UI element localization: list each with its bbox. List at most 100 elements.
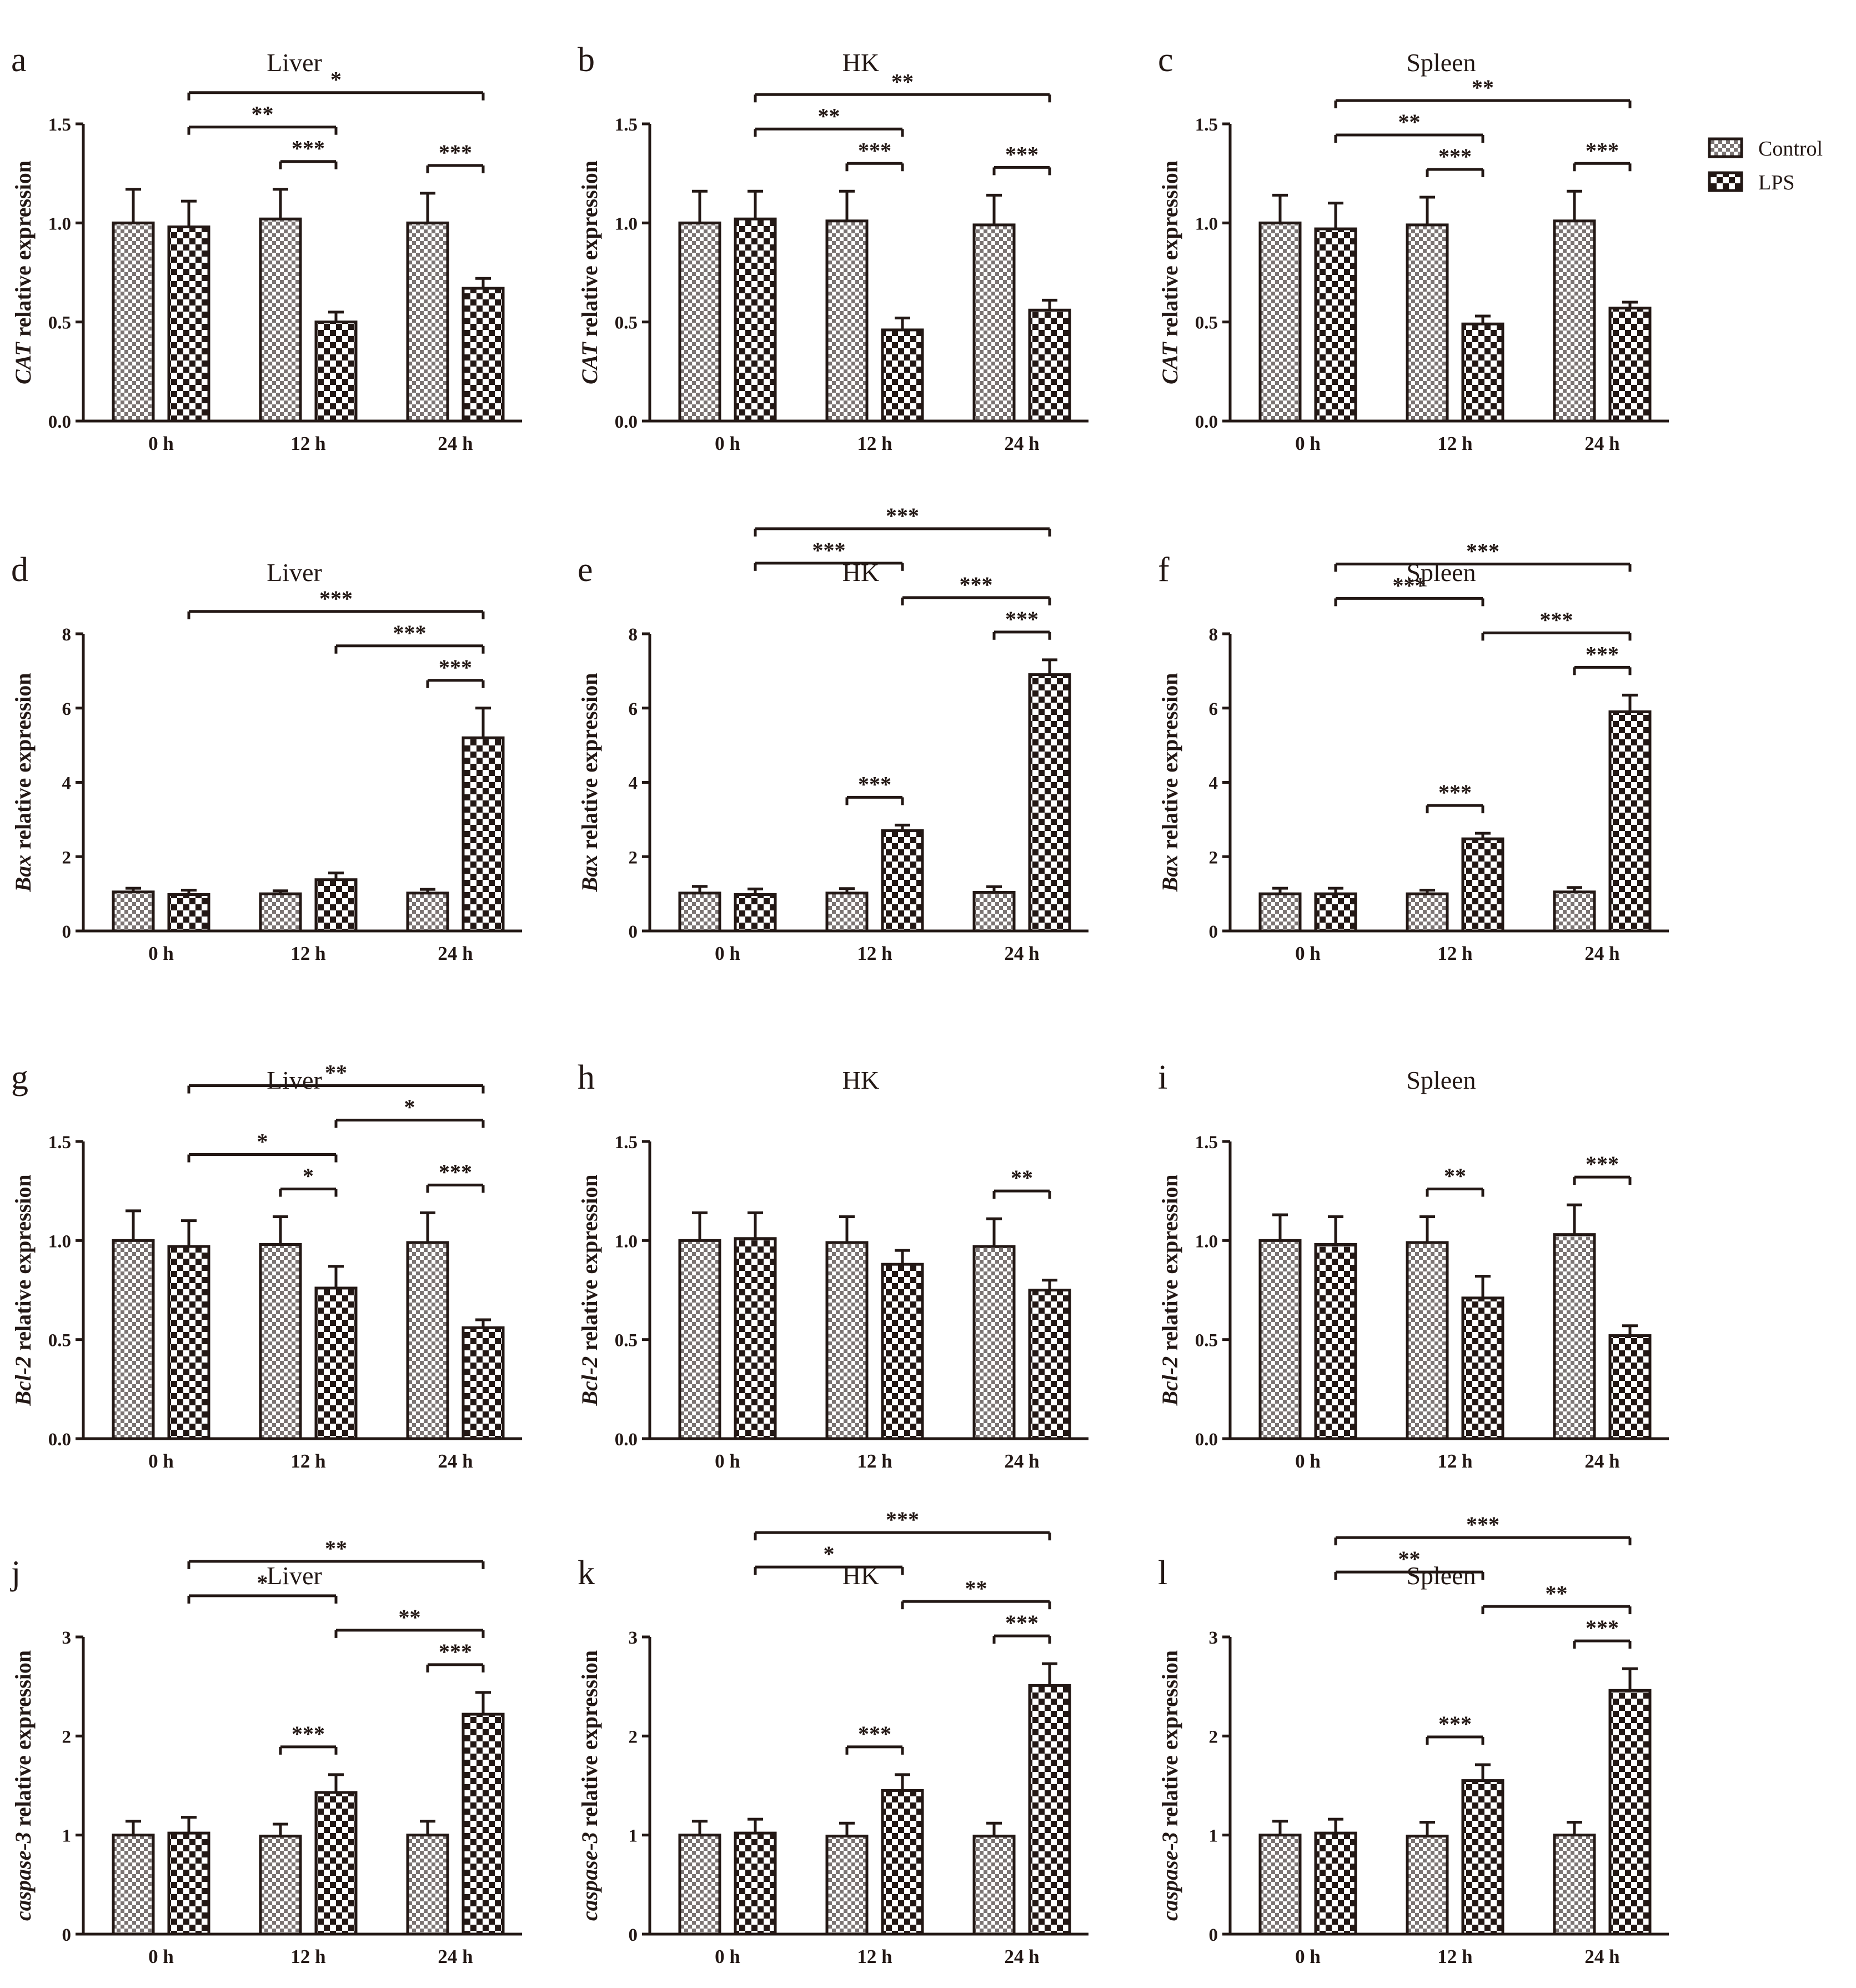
significance-label: ** — [1546, 1581, 1568, 1606]
significance-label: *** — [1393, 573, 1426, 598]
category-label: 12 h — [857, 1450, 892, 1472]
y-tick-label: 0.0 — [1195, 412, 1218, 432]
y-tick-label: 0.0 — [48, 412, 71, 432]
y-tick-label: 6 — [629, 699, 638, 719]
y-tick-label: 1.0 — [48, 1231, 71, 1251]
category-label: 24 h — [438, 943, 473, 964]
bar-control-0h — [1258, 892, 1302, 933]
category-label: 24 h — [1004, 433, 1039, 454]
significance-label: *** — [393, 620, 427, 645]
panel-h: h HK 0.0 0.5 1.0 1.5 Bcl-2 relative expression… — [577, 1059, 1088, 1472]
bar-control-0h — [678, 892, 721, 933]
bar-lps-0h — [167, 893, 210, 933]
category-label: 12 h — [857, 1946, 892, 1967]
y-tick-label: 0 — [629, 1925, 638, 1945]
legend-swatch-control — [1708, 137, 1743, 158]
category-label: 24 h — [1584, 1450, 1619, 1472]
category-label: 24 h — [1004, 1450, 1039, 1472]
bar-control-12h — [259, 217, 302, 423]
bar-control-0h — [112, 1834, 155, 1936]
y-tick-label: 1.5 — [1195, 115, 1218, 135]
y-axis-label: caspase-3 relative expression — [577, 1650, 602, 1921]
y-tick-label: 0.5 — [48, 1331, 71, 1351]
y-tick-label: 0.5 — [48, 313, 71, 333]
significance-label: *** — [858, 1721, 891, 1746]
y-axis-label-gene: Bcl-2 — [11, 1356, 36, 1406]
significance-label: *** — [1586, 138, 1619, 163]
bar-control-24h — [1553, 219, 1596, 423]
y-axis-label-rest: relative expression — [11, 1174, 36, 1356]
y-tick-label: 2 — [62, 1727, 72, 1747]
significance-label: *** — [292, 1721, 325, 1746]
y-tick-label: 1.0 — [615, 1231, 638, 1251]
bar-control-0h — [678, 221, 721, 423]
y-tick-label: 2 — [629, 1727, 638, 1747]
bar-control-12h — [1406, 1834, 1449, 1936]
y-tick-label: 1.5 — [1195, 1133, 1218, 1153]
panel-letter: f — [1158, 551, 1170, 589]
bar-control-12h — [1406, 892, 1449, 933]
significance-label: *** — [292, 136, 325, 161]
y-tick-label: 0.5 — [1195, 313, 1218, 333]
bar-control-24h — [972, 890, 1016, 933]
y-tick-label: 2 — [629, 848, 638, 868]
y-tick-label: 0 — [1209, 1925, 1218, 1945]
significance-label: *** — [858, 772, 891, 797]
category-label: 0 h — [1295, 1450, 1321, 1472]
significance-label: *** — [439, 1639, 472, 1664]
significance-label: *** — [1438, 1711, 1472, 1736]
y-axis-label-rest: relative expression — [11, 161, 36, 342]
y-axis-label-gene: caspase-3 — [1157, 1832, 1182, 1921]
legend-label-control: Control — [1758, 137, 1823, 161]
panel-grid: a Liver 0.0 0.5 1.0 1.5 CAT relative expressio… — [10, 41, 1669, 1967]
y-axis-label-gene: Bcl-2 — [1157, 1356, 1182, 1406]
bar-lps-24h — [1608, 710, 1652, 933]
panel-title: Spleen — [1406, 1561, 1476, 1590]
category-label: 24 h — [1584, 1946, 1619, 1967]
panel-letter: b — [578, 41, 595, 79]
y-axis-label-rest: relative expression — [11, 1650, 36, 1832]
bar-control-24h — [406, 892, 449, 933]
panel-i: i Spleen 0.0 0.5 1.0 1.5 Bcl-2 relative expres… — [1157, 1059, 1669, 1472]
significance-label: ** — [325, 1060, 347, 1085]
bar-lps-24h — [1028, 1684, 1071, 1936]
significance-label: *** — [1005, 1610, 1039, 1635]
y-axis-label-gene: caspase-3 — [577, 1832, 602, 1921]
bar-control-12h — [825, 1834, 869, 1936]
significance-label: *** — [439, 140, 472, 165]
significance-label: *** — [1540, 607, 1573, 632]
y-tick-label: 0.5 — [1195, 1331, 1218, 1351]
significance-label: *** — [1586, 1151, 1619, 1176]
panel-letter: c — [1158, 41, 1173, 79]
panel-letter: j — [10, 1554, 21, 1592]
y-tick-label: 8 — [1209, 625, 1218, 645]
y-tick-label: 4 — [62, 774, 72, 794]
y-tick-label: 2 — [1209, 1727, 1218, 1747]
panel-g: g Liver 0.0 0.5 1.0 1.5 Bcl-2 relative express… — [11, 1059, 522, 1472]
y-tick-label: 1 — [629, 1826, 638, 1846]
y-axis-label-gene: CAT — [577, 342, 602, 384]
bar-lps-12h — [881, 1789, 924, 1936]
bar-lps-0h — [167, 1831, 210, 1936]
category-label: 0 h — [1295, 1946, 1321, 1967]
y-tick-label: 3 — [1209, 1628, 1218, 1648]
panel-j: j Liver 0 1 2 3 caspase-3 relative expression 0… — [10, 1536, 522, 1967]
y-tick-label: 1.5 — [615, 1133, 638, 1153]
y-axis-label-rest: relative expression — [11, 673, 36, 854]
significance-label: ** — [965, 1576, 987, 1601]
y-tick-label: 0.0 — [48, 1430, 71, 1450]
bar-control-12h — [825, 1241, 869, 1440]
panel-title: Spleen — [1406, 48, 1476, 77]
significance-label: *** — [439, 1159, 472, 1184]
significance-label: ** — [1444, 1164, 1466, 1189]
bar-control-0h — [112, 221, 155, 423]
bar-lps-12h — [881, 328, 924, 423]
y-tick-label: 0 — [62, 922, 72, 942]
bar-lps-12h — [314, 878, 358, 933]
significance-label: ** — [1398, 109, 1421, 134]
bar-lps-12h — [881, 829, 924, 933]
panel-l: l Spleen 0 1 2 3 caspase-3 relative expression… — [1157, 1512, 1669, 1967]
y-axis-label: Bcl-2 relative expression — [1157, 1174, 1182, 1406]
